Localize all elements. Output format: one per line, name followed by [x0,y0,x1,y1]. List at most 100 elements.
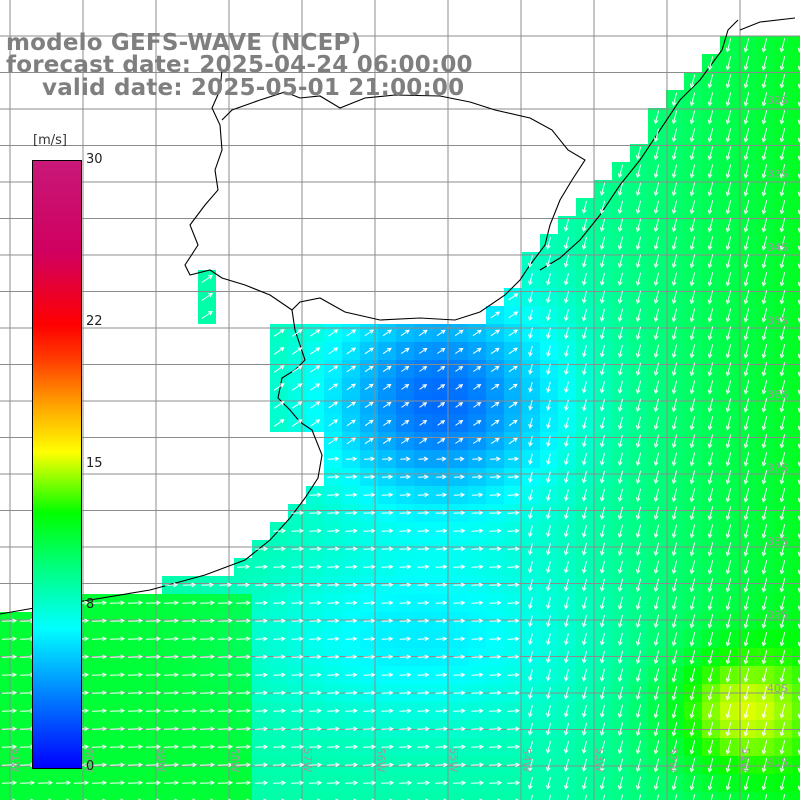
wind-arrow [399,690,412,696]
wind-arrow [363,600,376,606]
wind-arrow [489,618,502,624]
wind-arrow [291,329,303,337]
wind-cell [702,792,720,804]
wind-arrow [582,345,587,358]
longitude-label: 54W [520,748,533,773]
wind-arrow [582,597,587,610]
wind-arrow [671,506,678,521]
wind-cell [792,378,800,396]
wind-arrow [363,636,376,642]
wind-arrow [435,744,448,750]
wind-arrow [291,708,304,714]
wind-arrow [743,470,750,485]
wind-cell [414,792,432,804]
wind-arrow [689,686,696,701]
wind-arrow [309,600,322,606]
wind-arrow [600,578,605,593]
wind-arrow [546,399,551,412]
wind-arrow [761,560,768,575]
wind-arrow [127,762,144,768]
wind-arrow [273,383,285,391]
wind-arrow [200,636,215,642]
wind-arrow [182,672,197,678]
wind-arrow [707,56,714,71]
wind-arrow [779,686,786,701]
wind-arrow [236,636,251,642]
wind-cell [792,162,800,180]
wind-arrow [291,672,304,678]
wind-arrow [707,470,714,485]
wind-arrow [490,437,500,445]
wind-arrow [345,654,358,660]
wind-arrow [600,650,605,664]
wind-arrow [363,564,376,570]
wind-arrow [1,708,18,714]
wind-arrow [109,672,126,678]
wind-arrow [582,633,587,646]
wind-arrow [743,56,750,71]
wind-arrow [437,366,446,372]
wind-arrow [255,654,268,660]
wind-arrow [528,723,533,736]
wind-arrow [761,470,768,485]
wind-arrow [635,776,642,791]
wind-arrow [182,636,197,642]
wind-arrow [743,632,750,647]
wind-arrow [779,560,786,575]
wind-arrow [181,780,198,786]
wind-arrow [145,744,162,750]
wind-arrow [528,776,533,790]
wind-arrow [145,636,162,642]
wind-arrow [309,636,322,642]
wind-arrow [618,488,624,503]
wind-arrow [309,672,322,678]
wind-arrow [689,398,696,413]
wind-arrow [635,380,642,395]
wind-arrow [761,200,768,215]
wind-arrow [327,708,340,714]
wind-arrow [707,200,714,215]
wind-arrow [528,417,533,429]
wind-arrow [671,758,678,773]
wind-cell [792,504,800,522]
wind-arrow [127,726,144,732]
wind-cell [792,342,800,360]
wind-arrow [417,654,430,660]
wind-arrow [109,654,126,660]
wind-arrow [218,672,233,678]
wind-arrow [743,506,750,521]
wind-arrow [489,636,502,642]
wind-arrow [671,380,678,395]
wind-arrow [635,524,642,539]
wind-arrow [472,329,482,337]
wind-arrow [310,383,321,391]
wind-arrow [453,564,466,570]
wind-arrow [635,218,642,233]
wind-arrow [582,686,587,700]
wind-arrow [582,399,587,412]
wind-arrow [725,596,732,611]
wind-arrow [743,92,750,107]
wind-arrow [401,402,410,408]
wind-arrow [418,456,429,462]
wind-arrow [1,690,18,696]
wind-arrow [564,399,569,412]
wind-arrow [653,560,660,575]
wind-arrow [452,762,467,768]
wind-arrow [761,344,768,359]
wind-arrow [362,762,377,768]
wind-arrow [635,200,642,215]
wind-arrow [417,672,430,678]
wind-arrow [399,492,412,498]
wind-arrow [399,528,412,534]
wind-arrow [273,618,286,624]
wind-arrow [528,633,533,646]
wind-arrow [218,618,233,624]
wind-arrow [689,668,696,683]
wind-arrow [291,564,304,570]
wind-arrow [779,380,786,395]
wind-arrow [743,236,750,251]
wind-arrow [454,329,464,337]
wind-arrow [435,600,448,606]
wind-arrow [582,363,587,376]
